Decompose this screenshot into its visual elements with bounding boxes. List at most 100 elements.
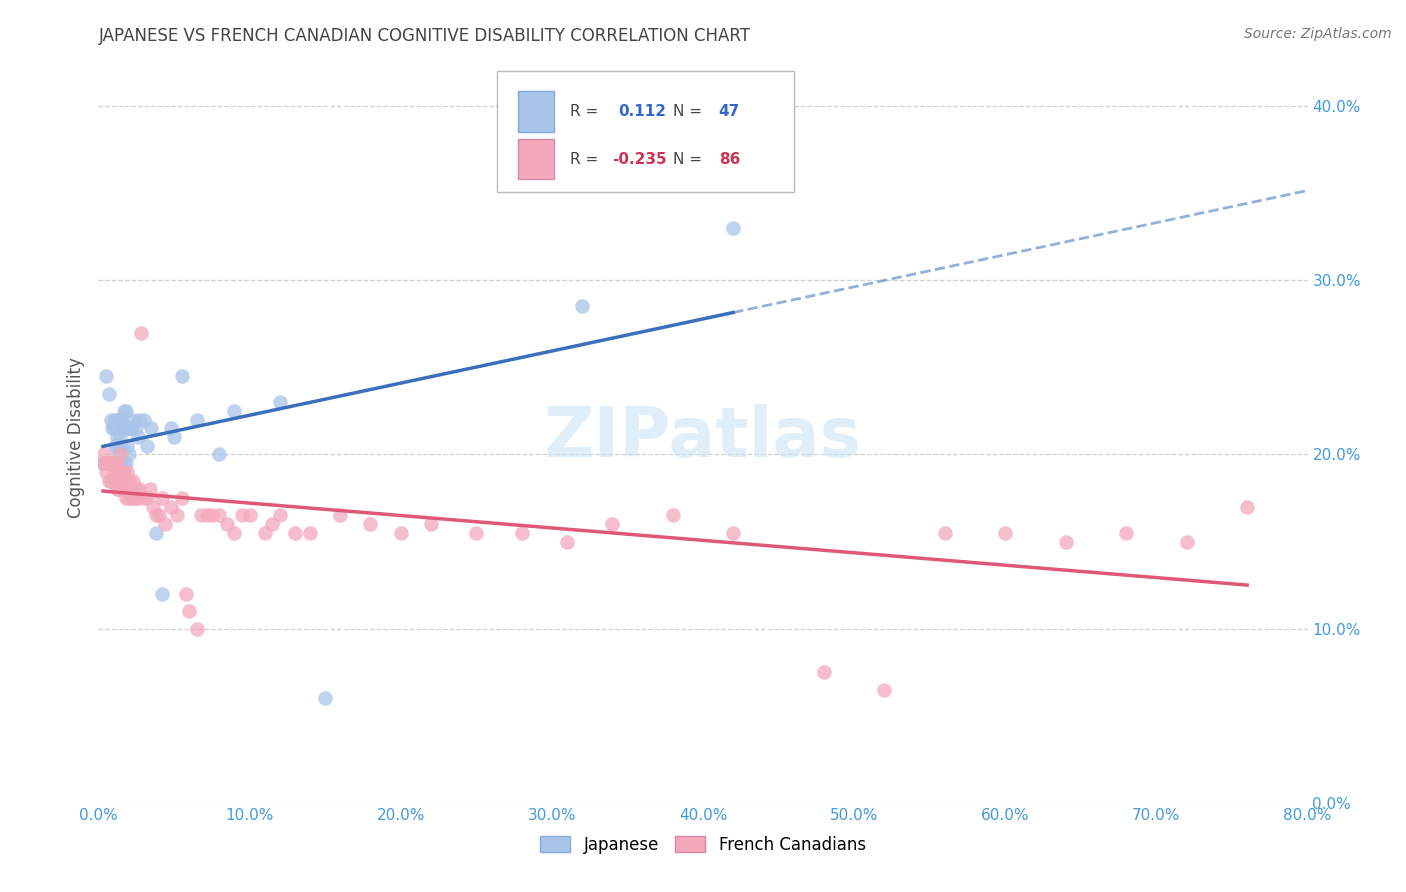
FancyBboxPatch shape [498, 71, 793, 192]
Point [101, 456, 124, 470]
Point [190, 508, 212, 523]
Point [160, 421, 183, 435]
Point [284, 525, 307, 540]
Point [105, 456, 128, 470]
Point [195, 508, 218, 523]
Point [110, 465, 132, 479]
Text: N =: N = [673, 152, 702, 167]
Point [105, 483, 128, 497]
Point [145, 508, 167, 523]
Point [94, 369, 117, 384]
Point [166, 508, 188, 523]
Point [127, 430, 149, 444]
Point [253, 525, 276, 540]
Point [111, 465, 134, 479]
Point [465, 525, 488, 540]
Point [112, 404, 135, 418]
Point [555, 534, 578, 549]
Point [108, 448, 131, 462]
Point [231, 508, 253, 523]
Point [1236, 500, 1258, 514]
Point [112, 465, 135, 479]
Point [208, 448, 231, 462]
Point [179, 604, 201, 618]
Point [115, 483, 138, 497]
Point [224, 404, 246, 418]
Point [114, 491, 136, 505]
Text: 0.112: 0.112 [619, 104, 666, 120]
Point [208, 508, 231, 523]
Point [224, 525, 246, 540]
Point [150, 587, 173, 601]
Point [661, 508, 683, 523]
Point [111, 456, 134, 470]
Point [360, 517, 382, 532]
Point [96, 456, 118, 470]
Point [1175, 534, 1198, 549]
Point [269, 508, 291, 523]
Point [163, 430, 186, 444]
Point [105, 412, 128, 426]
Point [129, 326, 152, 340]
Point [121, 491, 143, 505]
Point [125, 483, 148, 497]
Point [118, 474, 141, 488]
Point [103, 412, 125, 426]
Point [510, 525, 533, 540]
Point [115, 421, 138, 435]
Point [1115, 525, 1137, 540]
Point [170, 491, 193, 505]
Point [153, 517, 176, 532]
Point [160, 500, 183, 514]
Point [91, 456, 114, 470]
Point [125, 421, 148, 435]
Text: JAPANESE VS FRENCH CANADIAN COGNITIVE DISABILITY CORRELATION CHART: JAPANESE VS FRENCH CANADIAN COGNITIVE DI… [98, 27, 751, 45]
Point [128, 483, 150, 497]
Point [111, 421, 134, 435]
Point [114, 456, 136, 470]
Point [108, 474, 131, 488]
Point [112, 421, 135, 435]
Point [98, 456, 121, 470]
Point [269, 395, 291, 409]
Point [118, 491, 141, 505]
Point [107, 439, 129, 453]
Point [186, 622, 208, 636]
Point [723, 221, 745, 235]
Point [170, 369, 193, 384]
Point [201, 508, 224, 523]
Point [110, 412, 132, 426]
Point [141, 421, 163, 435]
Point [127, 491, 149, 505]
Point [114, 404, 136, 418]
Point [100, 456, 122, 470]
Point [215, 517, 238, 532]
Point [128, 412, 150, 426]
Point [104, 474, 127, 488]
Point [110, 474, 132, 488]
Point [314, 691, 336, 706]
Point [571, 300, 593, 314]
Point [104, 439, 127, 453]
Point [103, 421, 125, 435]
Point [111, 474, 134, 488]
Point [174, 587, 197, 601]
Point [101, 421, 124, 435]
Point [91, 456, 114, 470]
Point [112, 483, 135, 497]
Point [98, 386, 121, 401]
Point [122, 412, 145, 426]
Text: R =: R = [569, 152, 598, 167]
Point [389, 525, 412, 540]
Point [118, 421, 141, 435]
Point [121, 421, 143, 435]
Point [115, 465, 138, 479]
Point [96, 456, 118, 470]
Point [122, 474, 145, 488]
Point [115, 439, 138, 453]
Text: 47: 47 [718, 104, 740, 120]
Point [103, 456, 125, 470]
Y-axis label: Cognitive Disability: Cognitive Disability [66, 357, 84, 517]
Point [150, 491, 173, 505]
Point [299, 525, 322, 540]
